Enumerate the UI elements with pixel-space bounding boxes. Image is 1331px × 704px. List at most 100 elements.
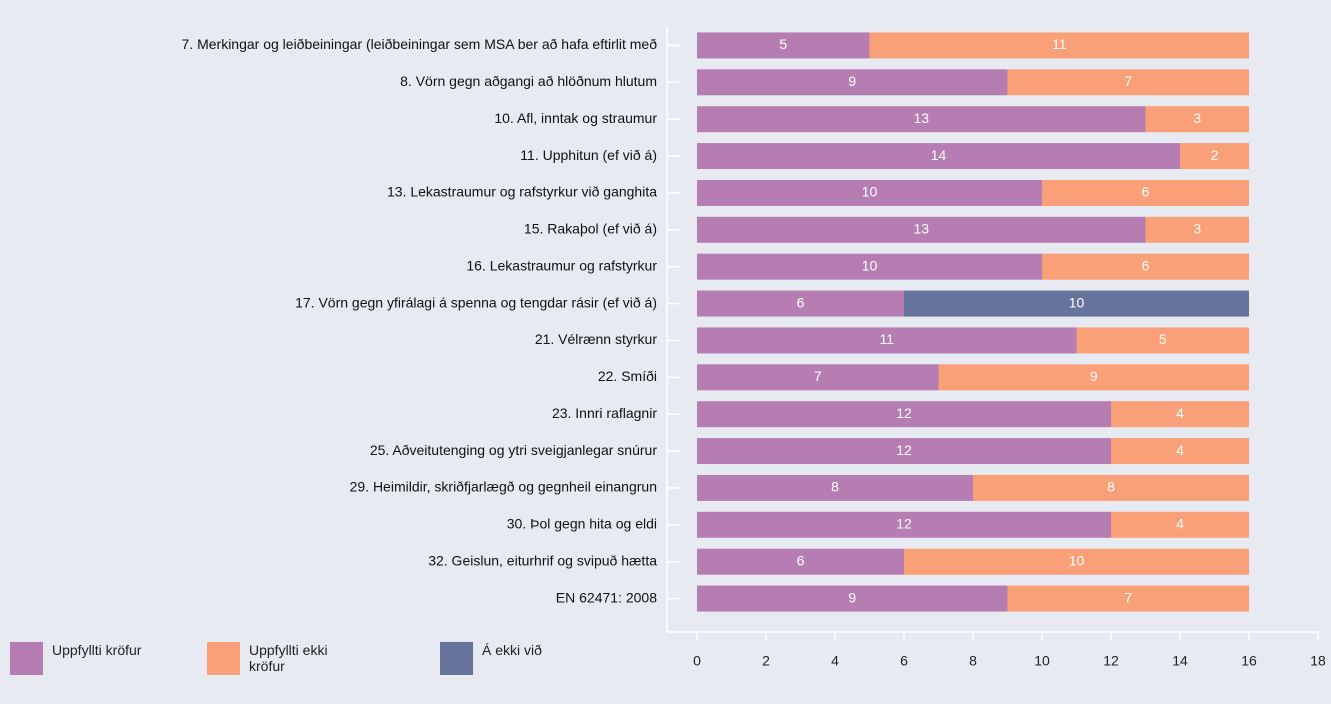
- x-tick-label: 12: [1103, 653, 1119, 669]
- legend-swatch: [207, 642, 240, 675]
- y-tick-label: 15. Rakaþol (ef við á): [524, 221, 657, 237]
- bar-segment: [1111, 401, 1249, 428]
- x-tick-label: 0: [693, 653, 701, 669]
- bar-segment: [697, 364, 939, 391]
- y-tick-label: 13. Lekastraumur og rafstyrkur við gangh…: [387, 184, 657, 200]
- value-label: 8: [831, 479, 839, 495]
- value-label: 9: [848, 73, 856, 89]
- value-label: 13: [913, 221, 929, 237]
- legend-item: Uppfyllti ekki kröfur: [207, 642, 339, 675]
- y-tick-label: 30. Þol gegn hita og eldi: [507, 516, 657, 532]
- value-label: 12: [896, 405, 912, 421]
- x-tick-label: 18: [1310, 653, 1326, 669]
- value-label: 7: [1124, 589, 1132, 605]
- x-tick-label: 16: [1241, 653, 1257, 669]
- value-label: 6: [797, 552, 805, 568]
- x-tick-label: 10: [1034, 653, 1050, 669]
- bar-segment: [1042, 253, 1249, 280]
- bar-segment: [697, 327, 1077, 354]
- bar-segment: [1111, 438, 1249, 465]
- bar-segment: [1076, 327, 1249, 354]
- bar-segment: [1145, 106, 1249, 133]
- x-tick-label: 8: [969, 653, 977, 669]
- value-label: 10: [862, 184, 878, 200]
- bar-segment: [697, 401, 1111, 428]
- value-label: 9: [848, 589, 856, 605]
- bar-segment: [697, 32, 870, 59]
- value-label: 7: [1124, 73, 1132, 89]
- bar-segment: [1042, 179, 1249, 206]
- y-tick-label: 16. Lekastraumur og rafstyrkur: [466, 257, 657, 273]
- y-tick-label: EN 62471: 2008: [556, 589, 657, 605]
- y-tick-label: 11. Upphitun (ef við á): [520, 147, 657, 163]
- value-label: 9: [1090, 368, 1098, 384]
- y-tick-label: 22. Smíði: [598, 368, 657, 384]
- y-tick-label: 17. Vörn gegn yfirálagi á spenna og teng…: [295, 294, 657, 310]
- value-label: 5: [1159, 331, 1167, 347]
- bar-segment: [973, 474, 1249, 501]
- bar-segment: [697, 474, 973, 501]
- bar-segment: [697, 290, 904, 317]
- value-label: 6: [1142, 184, 1150, 200]
- value-label: 8: [1107, 479, 1115, 495]
- value-label: 3: [1193, 221, 1201, 237]
- bar-segment: [904, 548, 1249, 575]
- value-label: 14: [931, 147, 947, 163]
- y-tick-label: 25. Aðveitutenging og ytri sveigjanlegar…: [370, 442, 658, 458]
- value-label: 6: [797, 294, 805, 310]
- value-label: 12: [896, 516, 912, 532]
- bar-segment: [697, 511, 1111, 538]
- value-label: 3: [1193, 110, 1201, 126]
- y-tick-label: 7. Merkingar og leiðbeiningar (leiðbeini…: [182, 36, 658, 52]
- value-label: 10: [1069, 294, 1085, 310]
- bar-segment: [697, 253, 1042, 280]
- bar-segment: [697, 69, 1008, 96]
- y-tick-label: 23. Innri raflagnir: [552, 405, 657, 421]
- value-label: 10: [862, 257, 878, 273]
- value-label: 5: [779, 36, 787, 52]
- value-label: 4: [1176, 516, 1184, 532]
- value-label: 11: [879, 331, 894, 347]
- bar-segment: [697, 106, 1146, 133]
- bar-segment: [697, 548, 904, 575]
- y-tick-label: 10. Afl, inntak og straumur: [494, 110, 657, 126]
- bar-segment: [904, 290, 1249, 317]
- y-tick-label: 21. Vélrænn styrkur: [535, 331, 657, 347]
- value-label: 4: [1176, 442, 1184, 458]
- x-tick-label: 6: [900, 653, 908, 669]
- legend-swatch: [10, 642, 43, 675]
- legend-label: Uppfyllti kröfur: [52, 642, 142, 658]
- bar-segment: [869, 32, 1249, 59]
- legend-item: Uppfyllti kröfur: [10, 642, 142, 675]
- y-tick-label: 8. Vörn gegn aðgangi að hlöðnum hlutum: [400, 73, 657, 89]
- value-label: 13: [913, 110, 929, 126]
- value-label: 12: [896, 442, 912, 458]
- bar-segment: [938, 364, 1249, 391]
- bar-segment: [1180, 143, 1249, 170]
- value-label: 4: [1176, 405, 1184, 421]
- legend-label: Á ekki við: [482, 642, 542, 658]
- value-label: 6: [1142, 257, 1150, 273]
- bar-segment: [697, 179, 1042, 206]
- bar-segment: [697, 585, 1008, 612]
- legend-label: Uppfyllti ekki kröfur: [249, 642, 328, 674]
- bar-segment: [697, 143, 1180, 170]
- x-tick-label: 2: [762, 653, 770, 669]
- value-label: 2: [1211, 147, 1219, 163]
- bar-segment: [1145, 216, 1249, 243]
- y-tick-label: 29. Heimildir, skriðfjarlægð og gegnheil…: [350, 479, 657, 495]
- y-tick-label: 32. Geislun, eiturhrif og svipuð hætta: [428, 552, 657, 568]
- x-tick-label: 4: [831, 653, 839, 669]
- bar-segment: [1007, 69, 1249, 96]
- bar-segment: [1111, 511, 1249, 538]
- value-label: 11: [1052, 36, 1067, 52]
- value-label: 7: [814, 368, 822, 384]
- bar-segment: [697, 438, 1111, 465]
- bar-segment: [1007, 585, 1249, 612]
- legend-swatch: [440, 642, 473, 675]
- value-label: 10: [1069, 552, 1085, 568]
- legend-item: Á ekki við: [440, 642, 542, 675]
- bar-segment: [697, 216, 1146, 243]
